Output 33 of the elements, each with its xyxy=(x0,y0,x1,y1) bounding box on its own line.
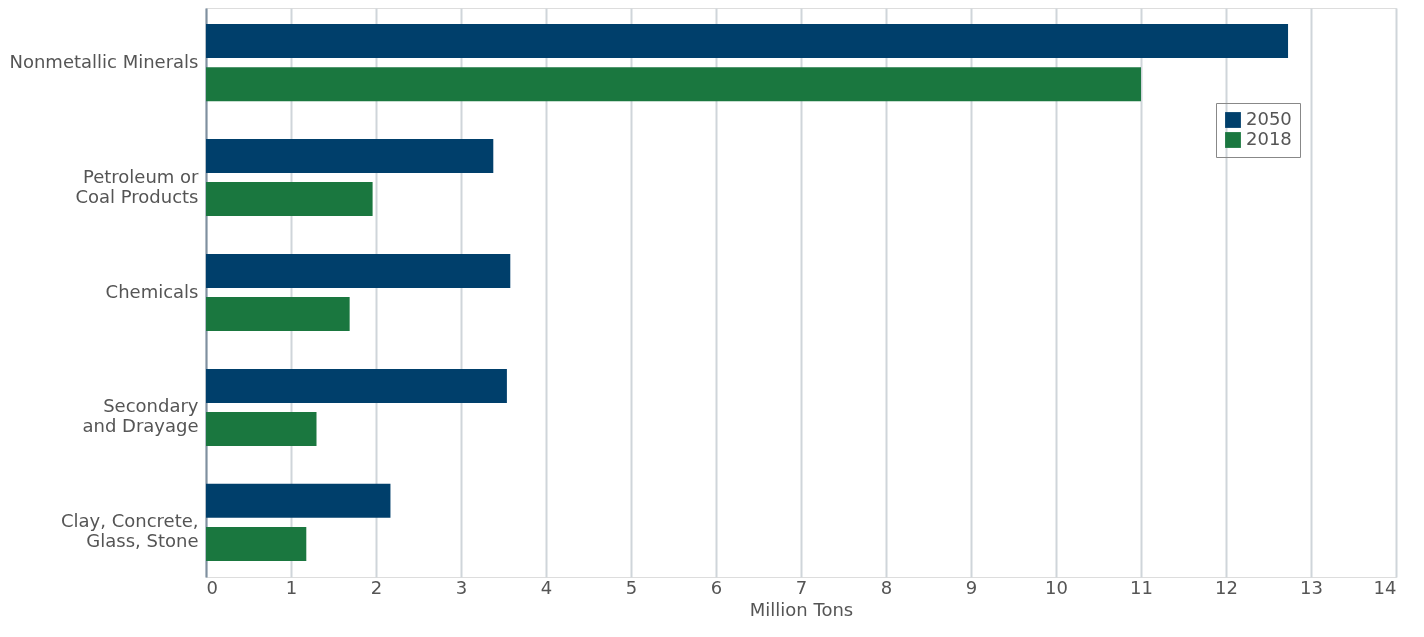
y-tick-label: Petroleum or Coal Products xyxy=(75,165,200,207)
x-tick-label: 9 xyxy=(965,576,978,598)
x-tick-label: 1 xyxy=(285,576,298,598)
y-tick-label: Chemicals xyxy=(105,280,199,302)
x-tick-label: 13 xyxy=(1300,576,1323,598)
bar xyxy=(206,139,494,173)
y-tick-label: Secondary and Drayage xyxy=(82,395,199,437)
bar xyxy=(206,526,307,561)
x-tick-label: 2 xyxy=(370,576,383,598)
bar xyxy=(206,297,350,332)
bar xyxy=(206,67,1141,102)
bar xyxy=(206,182,373,217)
y-tick-label: Clay, Concrete, Glass, Stone xyxy=(60,510,199,552)
legend-label: 2018 xyxy=(1246,128,1292,149)
x-tick-label: 7 xyxy=(795,576,808,598)
bar xyxy=(206,483,391,518)
x-tick-label: 8 xyxy=(880,576,893,598)
x-tick-label: 6 xyxy=(710,576,723,598)
bar xyxy=(206,253,511,288)
y-tick-label: Nonmetallic Minerals xyxy=(9,50,199,72)
x-axis-title: Million Tons xyxy=(749,598,854,620)
bar xyxy=(206,368,507,403)
x-tick-label: 11 xyxy=(1130,576,1153,598)
x-tick-label: 12 xyxy=(1215,576,1238,598)
bar xyxy=(206,24,1289,59)
x-tick-label: 5 xyxy=(625,576,638,598)
x-tick-label: 0 xyxy=(206,576,218,598)
x-tick-label: 3 xyxy=(455,576,468,598)
legend-label: 2050 xyxy=(1246,108,1292,129)
x-tick-label: 4 xyxy=(540,576,553,598)
bar xyxy=(206,412,317,446)
x-tick-label: 10 xyxy=(1045,576,1068,598)
x-tick-label: 14 xyxy=(1373,576,1397,598)
